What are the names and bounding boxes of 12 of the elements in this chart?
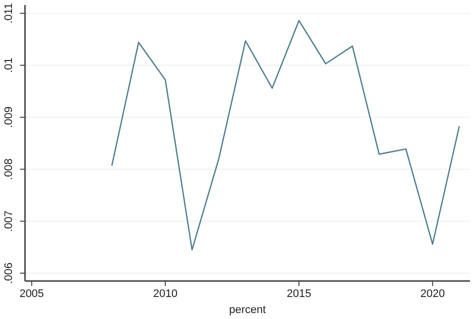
y-tick-label: .01: [3, 58, 15, 73]
y-tick-label: .007: [3, 210, 15, 232]
line-series: [111, 20, 460, 250]
y-tick-label: .009: [3, 106, 15, 128]
y-tick-label: .011: [3, 3, 15, 24]
x-tick-label: 2010: [153, 288, 178, 300]
x-tick-label: 2005: [19, 288, 44, 300]
x-tick-label: 2015: [286, 288, 312, 300]
y-tick-label: .006: [3, 262, 15, 284]
x-tick-label: 2020: [420, 288, 445, 300]
y-tick-label: .008: [3, 158, 15, 180]
x-axis-title: percent: [229, 304, 266, 316]
